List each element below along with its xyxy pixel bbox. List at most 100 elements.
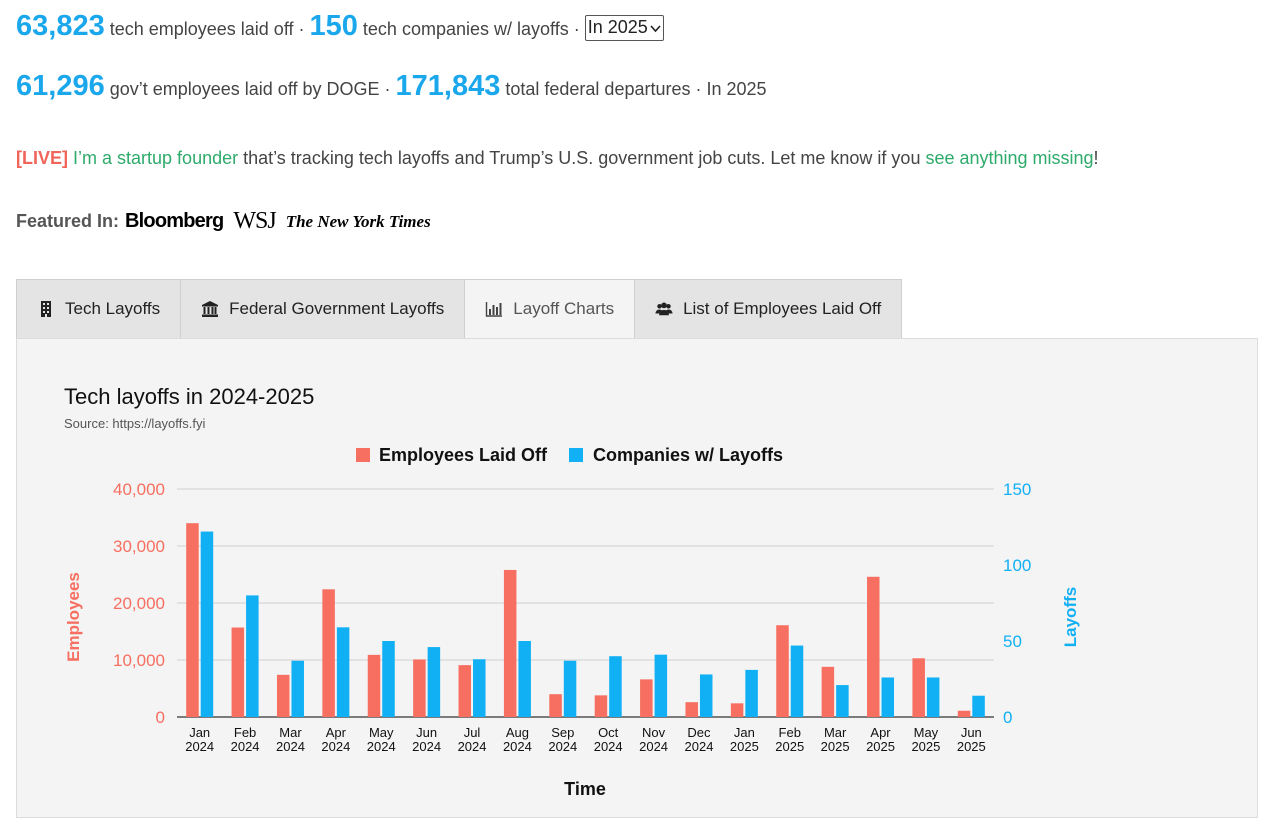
year-select[interactable]: In 2025 (584, 15, 664, 42)
bar-companies-with-layoffs (291, 660, 304, 717)
y2-axis-label: Layoffs (1061, 587, 1080, 647)
tab-label: Federal Government Layoffs (229, 299, 445, 318)
bar-employees-laid-off (821, 666, 835, 717)
tech-stats-line: 63,823 tech employees laid off · 150 tec… (16, 10, 664, 43)
bar-companies-with-layoffs (790, 645, 804, 717)
x-tick-label: 2024 (367, 739, 396, 754)
x-tick-label: 2024 (412, 739, 441, 754)
y2-tick-label: 100 (1003, 556, 1031, 575)
wsj-logo: WSJ (233, 208, 276, 234)
x-tick-label: 2024 (276, 739, 305, 754)
federal-departures-label: total federal departures · In 2025 (505, 79, 767, 99)
tech-employees-label: tech employees laid off · (109, 19, 305, 39)
government-building-icon (202, 301, 219, 317)
tech-companies-label: tech companies w/ layoffs · (362, 19, 580, 39)
tab-layoff-charts[interactable]: Layoff Charts (464, 279, 636, 339)
chevron-down-icon (650, 24, 661, 32)
x-tick-label: Dec (687, 725, 711, 740)
nyt-logo: The New York Times (285, 211, 431, 231)
x-tick-label: 2024 (685, 739, 714, 754)
tab-federal-government-layoffs[interactable]: Federal Government Layoffs (180, 279, 466, 339)
x-tick-label: May (369, 725, 394, 740)
users-icon (655, 302, 673, 316)
x-tick-label: Mar (824, 725, 847, 740)
chart-title: Tech layoffs in 2024-2025 (64, 384, 314, 409)
bar-employees-laid-off (276, 674, 290, 717)
x-tick-label: Feb (234, 725, 256, 740)
bar-employees-laid-off (776, 625, 789, 717)
x-tick-label: 2025 (866, 739, 895, 754)
tab-tech-layoffs[interactable]: Tech Layoffs (16, 279, 182, 339)
bar-employees-laid-off (413, 659, 426, 717)
x-tick-label: Apr (870, 725, 891, 740)
x-tick-label: 2024 (594, 739, 623, 754)
bar-companies-with-layoffs (427, 647, 441, 717)
x-tick-label: Jun (961, 725, 982, 740)
tab-label: Tech Layoffs (65, 299, 161, 318)
bar-chart-icon (486, 302, 503, 317)
bar-employees-laid-off (730, 703, 744, 717)
year-select-value: In 2025 (587, 17, 648, 38)
tech-companies-count: 150 (309, 10, 358, 42)
chart-panel: Tech layoffs in 2024-2025 Source: https:… (16, 338, 1258, 818)
bar-companies-with-layoffs (246, 595, 259, 717)
live-text: that’s tracking tech layoffs and Trump’s… (238, 148, 926, 168)
live-banner: [LIVE] I’m a startup founder that’s trac… (16, 148, 1099, 169)
gov-employees-label: gov’t employees laid off by DOGE · (109, 79, 391, 99)
bar-companies-with-layoffs (518, 641, 531, 717)
x-tick-label: Apr (326, 725, 347, 740)
layoff-chart: Tech layoffs in 2024-2025 Source: https:… (64, 384, 1080, 799)
bloomberg-logo: Bloomberg (125, 210, 224, 232)
bar-companies-with-layoffs (926, 677, 940, 717)
x-tick-label: Jul (464, 725, 481, 740)
x-tick-label: 2024 (548, 739, 577, 754)
bar-companies-with-layoffs (654, 654, 668, 717)
bar-employees-laid-off (957, 710, 971, 717)
bar-companies-with-layoffs (609, 656, 622, 717)
bar-employees-laid-off (367, 654, 381, 717)
x-tick-label: 2025 (775, 739, 804, 754)
bar-companies-with-layoffs (699, 674, 713, 717)
y-tick-label: 0 (156, 708, 165, 727)
x-tick-label: Nov (642, 725, 666, 740)
y-tick-label: 30,000 (113, 537, 165, 556)
x-tick-label: Sep (551, 725, 574, 740)
bar-employees-laid-off (458, 665, 472, 717)
y-axis-label: Employees (64, 572, 83, 662)
chart-legend: Employees Laid Off Companies w/ Layoffs (356, 445, 783, 465)
legend-swatch-employees (356, 448, 370, 462)
federal-departures-count: 171,843 (395, 70, 501, 102)
x-tick-label: 2024 (458, 739, 487, 754)
tab-label: Layoff Charts (513, 299, 615, 318)
x-tick-label: Mar (279, 725, 302, 740)
y-tick-label: 40,000 (113, 480, 165, 499)
live-tag: [LIVE] (16, 148, 68, 168)
y2-tick-label: 150 (1003, 480, 1031, 499)
x-tick-label: 2025 (821, 739, 850, 754)
x-tick-label: 2025 (957, 739, 986, 754)
x-tick-label: Oct (598, 725, 619, 740)
x-tick-label: Feb (779, 725, 801, 740)
bar-companies-with-layoffs (745, 669, 758, 717)
tab-list-of-employees[interactable]: List of Employees Laid Off (634, 279, 903, 339)
chart-subtitle: Source: https://layoffs.fyi (64, 416, 205, 431)
x-tick-label: Jun (416, 725, 437, 740)
x-tick-label: 2024 (639, 739, 668, 754)
gov-employees-count: 61,296 (16, 70, 105, 102)
bar-employees-laid-off (503, 569, 517, 717)
legend-label-companies: Companies w/ Layoffs (593, 445, 783, 465)
x-tick-label: 2025 (911, 739, 940, 754)
legend-label-employees: Employees Laid Off (379, 445, 548, 465)
y-tick-label: 10,000 (113, 651, 165, 670)
bar-companies-with-layoffs (881, 677, 895, 717)
x-tick-label: May (914, 725, 939, 740)
missing-link[interactable]: see anything missing (925, 148, 1094, 168)
x-axis-label: Time (564, 779, 606, 799)
x-tick-label: 2024 (503, 739, 532, 754)
x-tick-label: 2025 (730, 739, 759, 754)
bar-companies-with-layoffs (200, 531, 214, 717)
bar-companies-with-layoffs (473, 659, 486, 717)
live-text-end: ! (1093, 148, 1099, 168)
bar-companies-with-layoffs (382, 641, 395, 717)
founder-link[interactable]: I’m a startup founder (73, 148, 239, 168)
